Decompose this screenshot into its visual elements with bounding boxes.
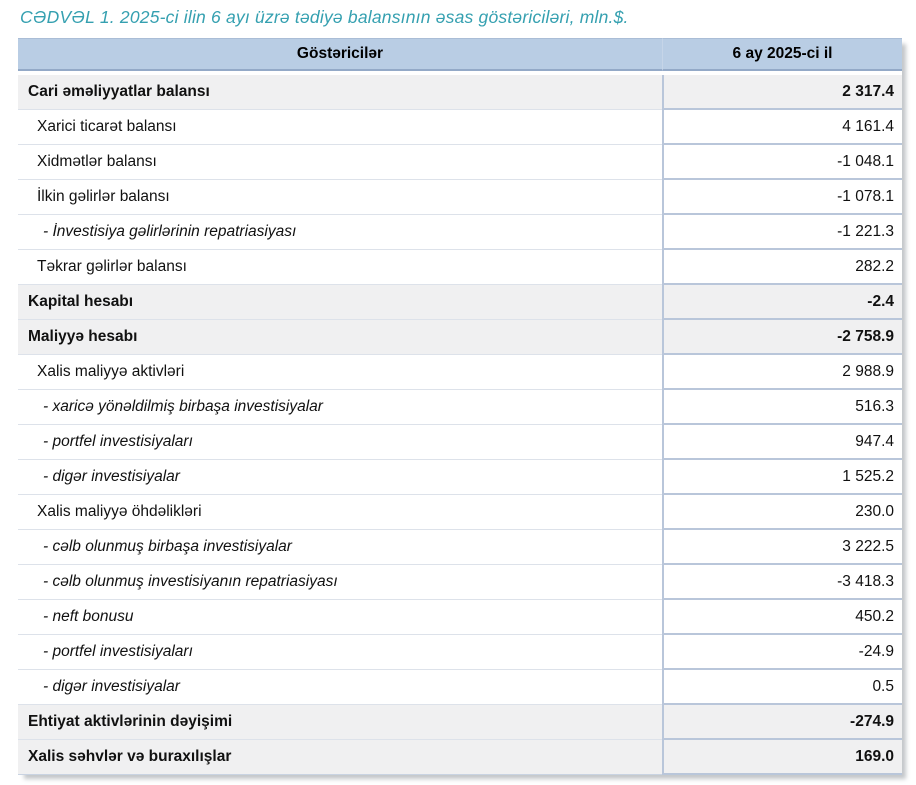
row-label: Xarici ticarət balansı (18, 110, 662, 145)
row-label: Xalis səhvlər və buraxılışlar (18, 740, 662, 775)
table-row: - digər investisiyalar 1 525.2 (18, 460, 902, 495)
row-value: 947.4 (662, 425, 902, 460)
table-row: Xidmətlər balansı -1 048.1 (18, 145, 902, 180)
row-label: Təkrar gəlirlər balansı (18, 250, 662, 285)
table-row: Xalis maliyyə aktivləri 2 988.9 (18, 355, 902, 390)
row-label: - cəlb olunmuş birbaşa investisiyalar (18, 530, 662, 565)
table-row: - portfel investisiyaları 947.4 (18, 425, 902, 460)
table-row: - cəlb olunmuş birbaşa investisiyalar 3 … (18, 530, 902, 565)
row-value: 169.0 (662, 740, 902, 775)
row-label: Kapital hesabı (18, 285, 662, 320)
row-value: 2 317.4 (662, 75, 902, 110)
row-value: 0.5 (662, 670, 902, 705)
row-label: İlkin gəlirlər balansı (18, 180, 662, 215)
row-label: - cəlb olunmuş investisiyanın repatriasi… (18, 565, 662, 600)
row-value: 516.3 (662, 390, 902, 425)
row-label: - portfel investisiyaları (18, 635, 662, 670)
balance-of-payments-table: Göstəricilər 6 ay 2025-ci il Cari əməliy… (18, 38, 902, 775)
row-label: Xalis maliyyə aktivləri (18, 355, 662, 390)
row-label: - İnvestisiya gəlirlərinin repatriasiyas… (18, 215, 662, 250)
row-label: Xidmətlər balansı (18, 145, 662, 180)
row-value: -1 048.1 (662, 145, 902, 180)
row-label: - portfel investisiyaları (18, 425, 662, 460)
table-row: Ehtiyat aktivlərinin dəyişimi -274.9 (18, 705, 902, 740)
row-label: Xalis maliyyə öhdəlikləri (18, 495, 662, 530)
row-value: 450.2 (662, 600, 902, 635)
table-row: - portfel investisiyaları -24.9 (18, 635, 902, 670)
row-label: - neft bonusu (18, 600, 662, 635)
table-row: - neft bonusu 450.2 (18, 600, 902, 635)
row-label: Cari əməliyyatlar balansı (18, 75, 662, 110)
table-row: Maliyyə hesabı -2 758.9 (18, 320, 902, 355)
row-value: -1 221.3 (662, 215, 902, 250)
table-row: - cəlb olunmuş investisiyanın repatriasi… (18, 565, 902, 600)
row-value: -3 418.3 (662, 565, 902, 600)
table-row: - xaricə yönəldilmiş birbaşa investisiya… (18, 390, 902, 425)
row-value: 3 222.5 (662, 530, 902, 565)
row-value: -2.4 (662, 285, 902, 320)
row-value: -1 078.1 (662, 180, 902, 215)
row-value: 230.0 (662, 495, 902, 530)
table-row: Xarici ticarət balansı 4 161.4 (18, 110, 902, 145)
table-caption: CƏDVƏL 1. 2025-ci ilin 6 ayı üzrə tədiyə… (20, 7, 629, 27)
row-label: - digər investisiyalar (18, 670, 662, 705)
row-value: 1 525.2 (662, 460, 902, 495)
row-label: - xaricə yönəldilmiş birbaşa investisiya… (18, 390, 662, 425)
row-value: -2 758.9 (662, 320, 902, 355)
table-row: - digər investisiyalar 0.5 (18, 670, 902, 705)
table-row: İlkin gəlirlər balansı -1 078.1 (18, 180, 902, 215)
column-header-indicators: Göstəricilər (18, 38, 662, 71)
row-label: Ehtiyat aktivlərinin dəyişimi (18, 705, 662, 740)
row-label: Maliyyə hesabı (18, 320, 662, 355)
header-row: Göstəricilər 6 ay 2025-ci il (18, 38, 902, 71)
table-row: Cari əməliyyatlar balansı 2 317.4 (18, 75, 902, 110)
row-label: - digər investisiyalar (18, 460, 662, 495)
table-row: - İnvestisiya gəlirlərinin repatriasiyas… (18, 215, 902, 250)
row-value: 282.2 (662, 250, 902, 285)
row-value: -274.9 (662, 705, 902, 740)
table-row: Kapital hesabı -2.4 (18, 285, 902, 320)
table-row: Təkrar gəlirlər balansı 282.2 (18, 250, 902, 285)
column-header-period: 6 ay 2025-ci il (662, 38, 902, 71)
table-row: Xalis maliyyə öhdəlikləri 230.0 (18, 495, 902, 530)
table-row: Xalis səhvlər və buraxılışlar 169.0 (18, 740, 902, 775)
header-gap (18, 71, 902, 75)
row-value: -24.9 (662, 635, 902, 670)
row-value: 2 988.9 (662, 355, 902, 390)
row-value: 4 161.4 (662, 110, 902, 145)
